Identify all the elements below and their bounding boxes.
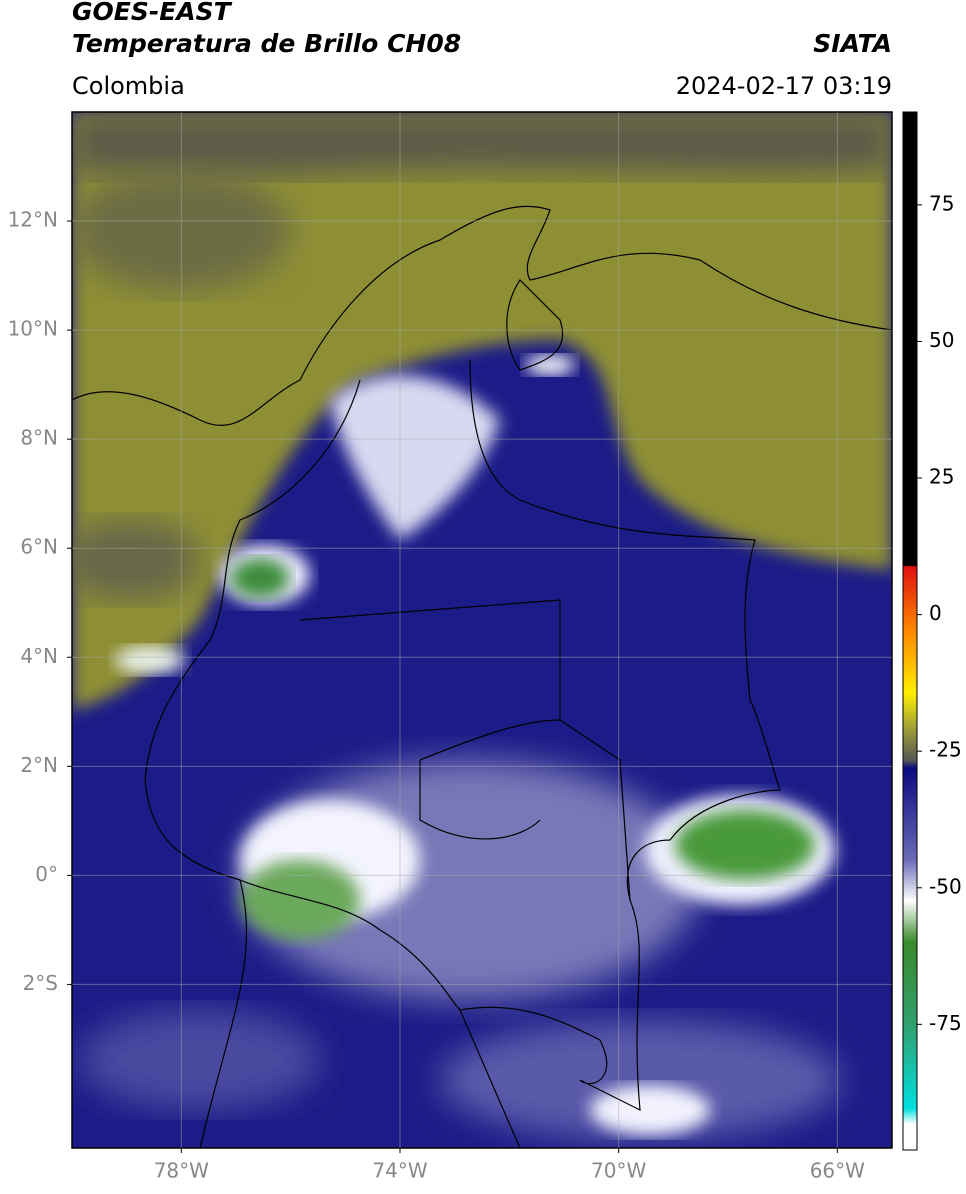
x-tick-label: 74°W [372, 1159, 427, 1183]
x-tick-label: 78°W [154, 1159, 209, 1183]
y-tick-label: 2°N [20, 753, 58, 777]
colorbar [902, 111, 918, 1151]
y-tick-label: 4°N [20, 644, 58, 668]
region: Colombia [72, 72, 185, 100]
colorbar-tick-label: 25 [929, 465, 954, 489]
y-tick-label: 2°S [23, 971, 58, 995]
x-tick-label: 70°W [591, 1159, 646, 1183]
satellite-image [72, 112, 892, 1148]
colorbar-tick-label: 0 [929, 601, 942, 625]
colorbar-tick-label: 50 [929, 328, 954, 352]
colorbar-tick-label: -75 [929, 1011, 962, 1035]
y-tick-label: 6°N [20, 535, 58, 559]
source: SIATA [813, 29, 892, 58]
subtitle: Temperatura de Brillo CH08 [72, 29, 461, 58]
x-tick-label: 66°W [810, 1159, 865, 1183]
datetime: 2024-02-17 03:19 [676, 72, 892, 100]
map-frame [71, 111, 893, 1149]
y-tick-label: 0° [35, 862, 58, 886]
title: GOES-EAST [72, 0, 233, 26]
y-tick-label: 8°N [20, 426, 58, 450]
colorbar-tick-label: -50 [929, 874, 962, 898]
y-tick-label: 12°N [8, 208, 58, 232]
y-tick-label: 10°N [8, 317, 58, 341]
colorbar-tick-label: 75 [929, 191, 954, 215]
colorbar-tick-label: -25 [929, 738, 962, 762]
